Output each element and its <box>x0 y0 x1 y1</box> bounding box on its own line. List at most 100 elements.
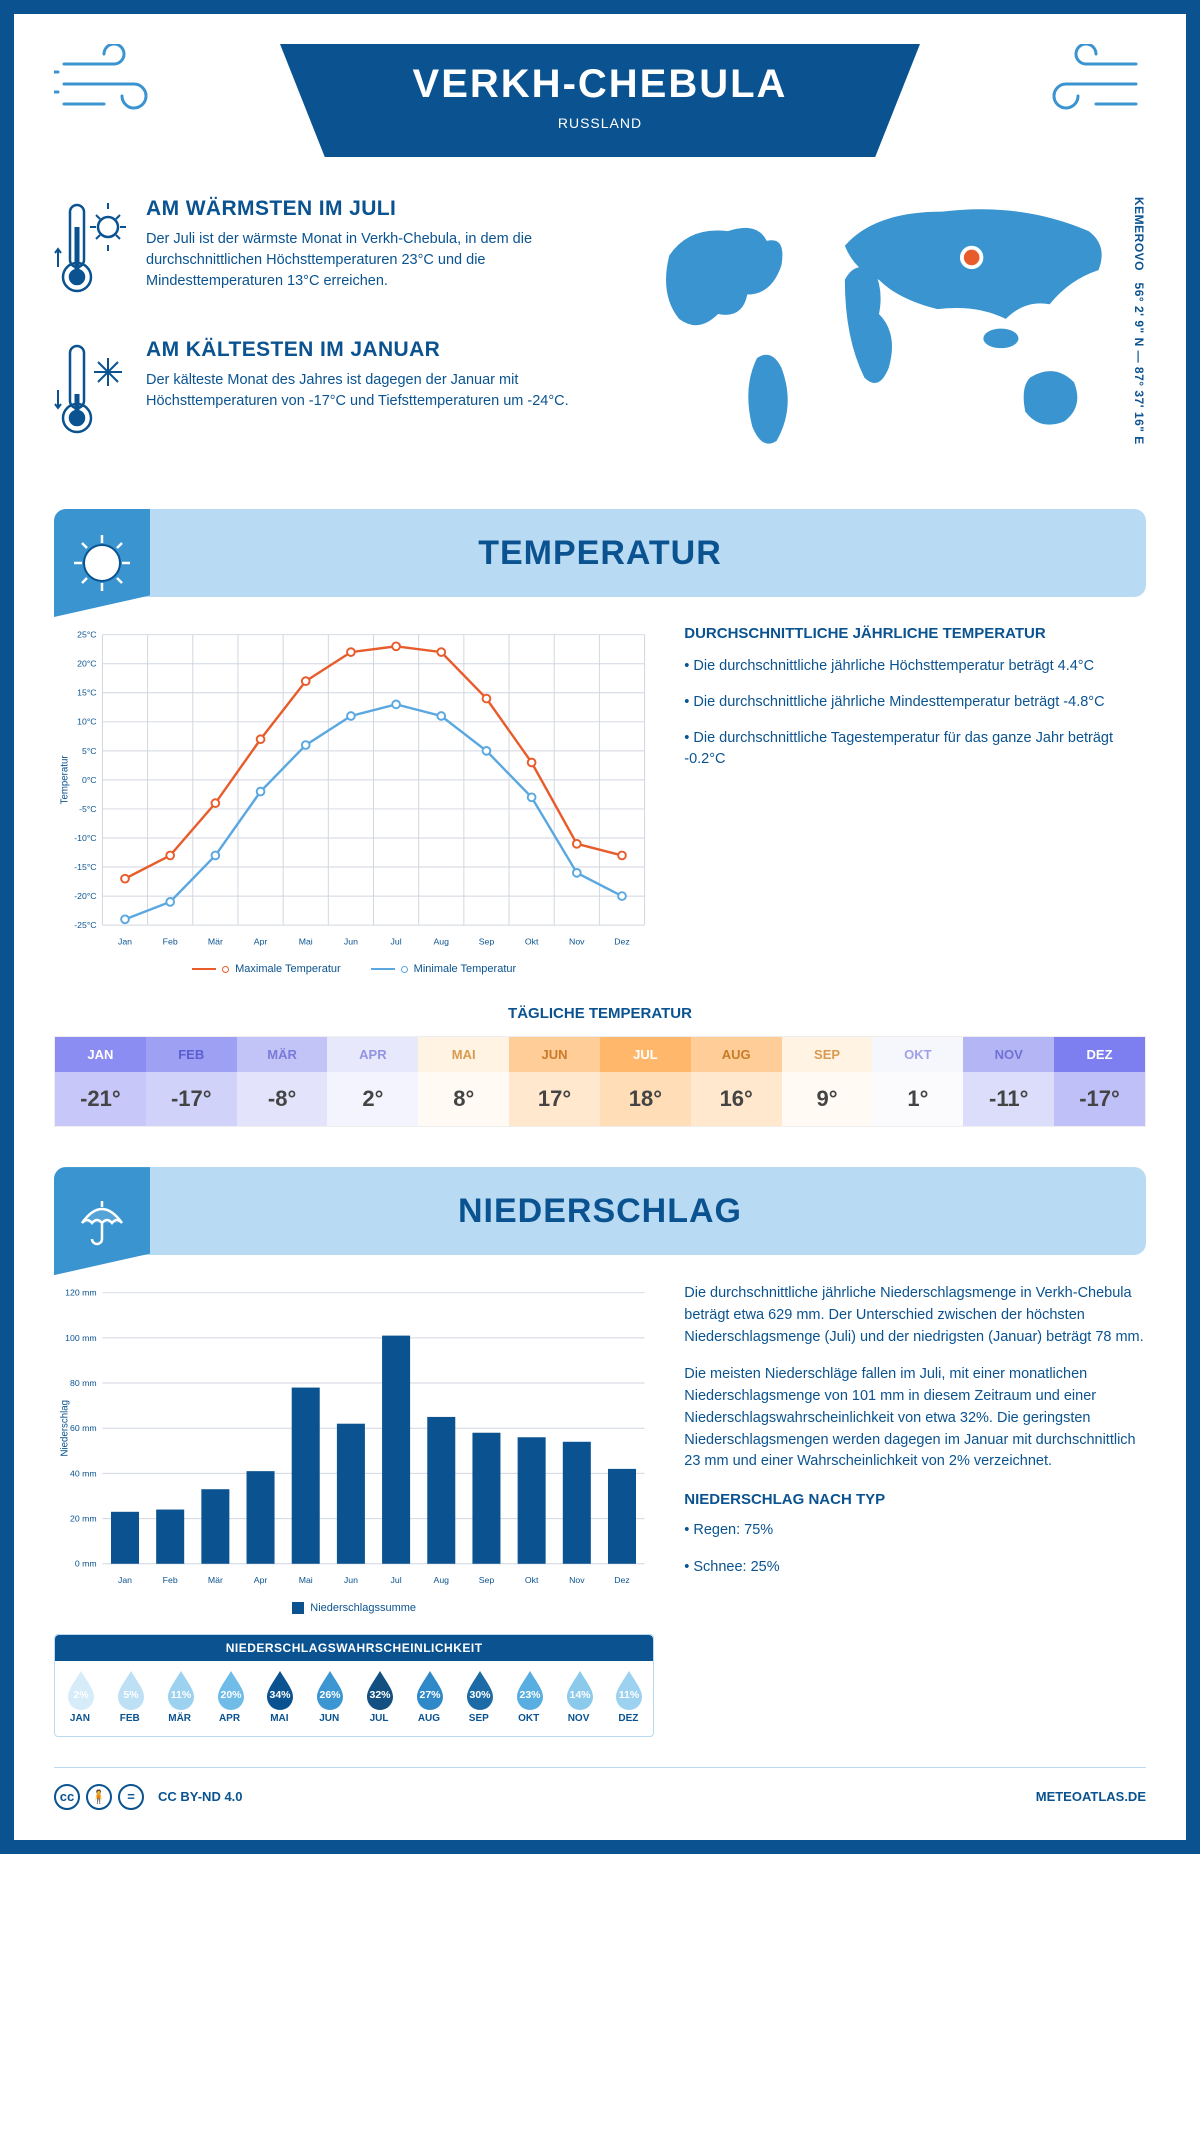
svg-text:25°C: 25°C <box>77 630 96 640</box>
svg-text:23%: 23% <box>519 1689 541 1701</box>
prob-cell: 11% MÄR <box>155 1661 205 1724</box>
section-header-temperature: TEMPERATUR <box>54 509 1146 597</box>
precip-chart-legend: Niederschlagssumme <box>54 1602 654 1614</box>
svg-text:32%: 32% <box>370 1689 392 1701</box>
month-cell: AUG 16° <box>691 1037 782 1126</box>
wind-icon-right <box>1036 44 1146 129</box>
month-cell: JUN 17° <box>509 1037 600 1126</box>
temperature-line-chart: -25°C-20°C-15°C-10°C-5°C0°C5°C10°C15°C20… <box>54 625 654 975</box>
precip-probability-panel: NIEDERSCHLAGSWAHRSCHEINLICHKEIT 2% JAN 5… <box>54 1634 654 1737</box>
svg-text:Jun: Jun <box>344 936 358 946</box>
month-cell: APR 2° <box>327 1037 418 1126</box>
svg-text:14%: 14% <box>569 1689 591 1701</box>
month-cell: NOV -11° <box>963 1037 1054 1126</box>
daily-temperature-table: JAN -21° FEB -17° MÄR -8° APR 2° MAI 8° … <box>54 1036 1146 1127</box>
svg-text:Mär: Mär <box>208 936 223 946</box>
site-name: METEOATLAS.DE <box>1036 1789 1146 1804</box>
umbrella-icon <box>54 1167 150 1275</box>
svg-text:15°C: 15°C <box>77 688 96 698</box>
svg-text:2%: 2% <box>73 1689 89 1701</box>
license-text: CC BY-ND 4.0 <box>158 1789 243 1804</box>
svg-text:-25°C: -25°C <box>74 920 96 930</box>
footer: cc 🧍 = CC BY-ND 4.0 METEOATLAS.DE <box>54 1767 1146 1810</box>
fact-warmest: AM WÄRMSTEN IM JULI Der Juli ist der wär… <box>54 197 610 312</box>
thermometer-snow-icon <box>54 338 130 453</box>
svg-text:5%: 5% <box>123 1689 139 1701</box>
prob-cell: 30% SEP <box>454 1661 504 1724</box>
month-cell: FEB -17° <box>146 1037 237 1126</box>
cc-icon: cc <box>54 1784 80 1810</box>
svg-text:Mär: Mär <box>208 1575 223 1585</box>
svg-text:Jul: Jul <box>391 936 402 946</box>
temp-chart-legend: Maximale Temperatur Minimale Temperatur <box>54 963 654 975</box>
svg-text:Feb: Feb <box>163 1575 178 1585</box>
svg-text:0°C: 0°C <box>82 775 97 785</box>
page-subtitle: RUSSLAND <box>280 115 920 131</box>
month-cell: JUL 18° <box>600 1037 691 1126</box>
svg-text:Sep: Sep <box>479 936 495 946</box>
temp-bullet-2: • Die durchschnittliche jährliche Mindes… <box>684 692 1146 714</box>
prob-cell: 32% JUL <box>354 1661 404 1724</box>
svg-text:-5°C: -5°C <box>79 804 97 814</box>
month-cell: DEZ -17° <box>1054 1037 1145 1126</box>
month-cell: SEP 9° <box>782 1037 873 1126</box>
precip-type-2: • Schnee: 25% <box>684 1557 1146 1579</box>
svg-text:Jun: Jun <box>344 1575 358 1585</box>
svg-text:80 mm: 80 mm <box>70 1378 97 1388</box>
svg-text:Dez: Dez <box>614 1575 629 1585</box>
thermometer-sun-icon <box>54 197 130 312</box>
svg-text:10°C: 10°C <box>77 717 96 727</box>
svg-text:Sep: Sep <box>479 1575 495 1585</box>
svg-text:Aug: Aug <box>434 1575 450 1585</box>
precip-type-1: • Regen: 75% <box>684 1520 1146 1542</box>
fact-cold-title: AM KÄLTESTEN IM JANUAR <box>146 338 610 362</box>
section-header-precip: NIEDERSCHLAG <box>54 1167 1146 1255</box>
precipitation-bar-chart: 0 mm20 mm40 mm60 mm80 mm100 mm120 mmJanF… <box>54 1283 654 1593</box>
prob-cell: 23% OKT <box>504 1661 554 1724</box>
svg-text:0 mm: 0 mm <box>75 1559 97 1569</box>
svg-text:Jan: Jan <box>118 936 132 946</box>
svg-text:Okt: Okt <box>525 1575 539 1585</box>
svg-text:Niederschlag: Niederschlag <box>60 1400 71 1456</box>
svg-text:11%: 11% <box>619 1689 640 1701</box>
prob-cell: 11% DEZ <box>603 1661 653 1724</box>
month-cell: JAN -21° <box>55 1037 146 1126</box>
precip-type-title: NIEDERSCHLAG NACH TYP <box>684 1489 1146 1512</box>
svg-text:Nov: Nov <box>569 936 585 946</box>
prob-title: NIEDERSCHLAGSWAHRSCHEINLICHKEIT <box>55 1635 653 1661</box>
fact-cold-text: Der kälteste Monat des Jahres ist dagege… <box>146 370 610 412</box>
month-cell: MÄR -8° <box>237 1037 328 1126</box>
svg-text:20 mm: 20 mm <box>70 1514 97 1524</box>
svg-text:Apr: Apr <box>254 936 268 946</box>
svg-text:Mai: Mai <box>299 936 313 946</box>
temp-summary-title: DURCHSCHNITTLICHE JÄHRLICHE TEMPERATUR <box>684 625 1146 642</box>
wind-icon-left <box>54 44 164 129</box>
prob-cell: 26% JUN <box>304 1661 354 1724</box>
svg-text:30%: 30% <box>469 1689 491 1701</box>
svg-text:34%: 34% <box>270 1689 292 1701</box>
page-title: VERKH-CHEBULA <box>280 62 920 107</box>
svg-text:-15°C: -15°C <box>74 862 96 872</box>
svg-text:-20°C: -20°C <box>74 891 96 901</box>
svg-text:Okt: Okt <box>525 936 539 946</box>
fact-coldest: AM KÄLTESTEN IM JANUAR Der kälteste Mona… <box>54 338 610 453</box>
prob-cell: 2% JAN <box>55 1661 105 1724</box>
svg-text:Nov: Nov <box>569 1575 585 1585</box>
svg-text:Dez: Dez <box>614 936 629 946</box>
svg-text:20%: 20% <box>220 1689 242 1701</box>
svg-text:20°C: 20°C <box>77 659 96 669</box>
svg-text:Aug: Aug <box>434 936 450 946</box>
svg-text:27%: 27% <box>419 1689 441 1701</box>
world-map: KEMEROVO 56° 2' 9" N — 87° 37' 16" E <box>640 197 1146 479</box>
month-cell: MAI 8° <box>418 1037 509 1126</box>
svg-text:11%: 11% <box>170 1689 191 1701</box>
precip-para-1: Die durchschnittliche jährliche Niedersc… <box>684 1283 1146 1348</box>
fact-warm-title: AM WÄRMSTEN IM JULI <box>146 197 610 221</box>
license-badge: cc 🧍 = CC BY-ND 4.0 <box>54 1784 243 1810</box>
svg-text:-10°C: -10°C <box>74 833 96 843</box>
daily-temp-title: TÄGLICHE TEMPERATUR <box>54 1005 1146 1022</box>
svg-text:Feb: Feb <box>163 936 178 946</box>
nd-icon: = <box>118 1784 144 1810</box>
svg-text:Mai: Mai <box>299 1575 313 1585</box>
precip-para-2: Die meisten Niederschläge fallen im Juli… <box>684 1364 1146 1473</box>
